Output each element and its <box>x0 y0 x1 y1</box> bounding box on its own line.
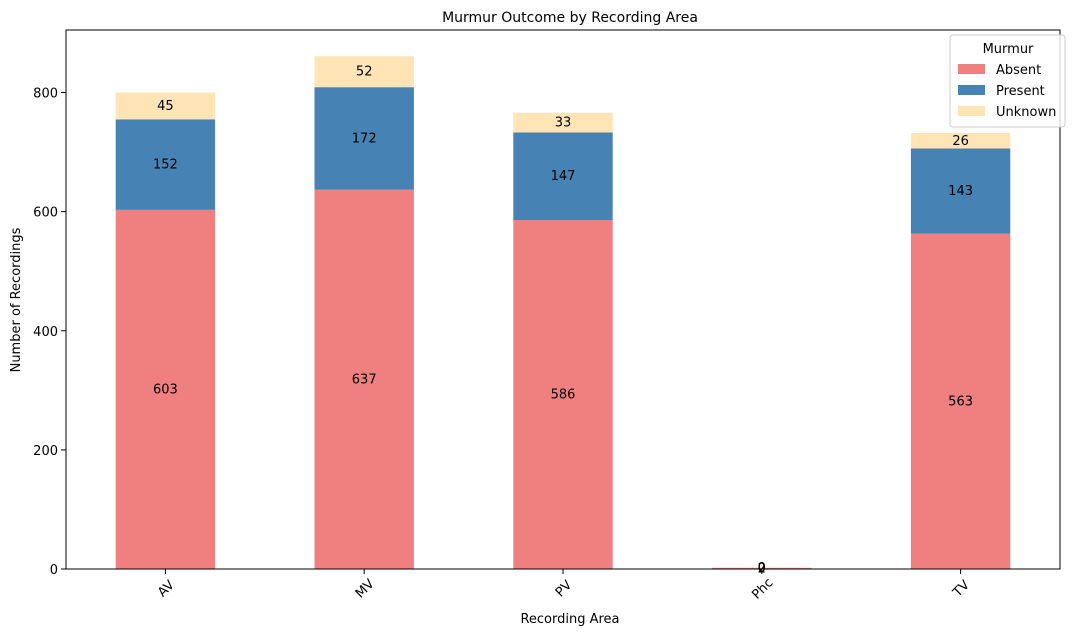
legend: Murmur Absent Present Unknown <box>949 34 1066 128</box>
chart-title: Murmur Outcome by Recording Area <box>442 10 698 26</box>
legend-swatch-absent <box>958 64 985 74</box>
data-label-mv-present: 172 <box>352 131 377 146</box>
bar-av-absent <box>115 209 216 570</box>
y-axis-label: Number of Recordings <box>9 227 24 372</box>
data-label-av-present: 152 <box>153 158 178 173</box>
x-tick-label: AV <box>155 578 178 601</box>
bar-pv-absent <box>513 219 613 569</box>
data-label-mv-absent: 637 <box>352 372 377 387</box>
bar-tv-absent <box>910 233 1011 569</box>
data-label-tv-absent: 563 <box>948 394 973 409</box>
bar-phc-absent <box>712 567 812 569</box>
data-label-phc-present: 0 <box>758 561 766 576</box>
bar-av-unknown <box>115 92 216 120</box>
x-tick-label: PV <box>553 578 576 601</box>
legend-label-unknown: Unknown <box>996 105 1056 120</box>
data-label-av-absent: 603 <box>153 382 178 397</box>
data-label-pv-unknown: 33 <box>555 116 572 131</box>
bar-tv-present <box>910 148 1011 234</box>
legend-box <box>949 34 1066 128</box>
bar-tv-unknown <box>910 133 1011 149</box>
x-tick-label: TV <box>950 578 973 601</box>
bar-pv-present <box>513 132 613 220</box>
data-label-av-unknown: 45 <box>157 99 174 114</box>
bar-mv-present <box>314 87 414 190</box>
legend-title: Murmur <box>983 42 1034 57</box>
legend-swatch-unknown <box>958 106 985 116</box>
y-tick-label: 400 <box>33 325 58 340</box>
data-label-pv-absent: 586 <box>551 387 576 402</box>
x-tick-label: MV <box>353 577 378 602</box>
bar-av-present <box>115 119 216 210</box>
bar-mv-unknown <box>314 56 414 88</box>
x-axis-label: Recording Area <box>520 612 619 627</box>
x-tick-label: Phc <box>749 576 776 603</box>
bars-layer <box>115 56 1011 570</box>
legend-label-present: Present <box>996 84 1045 99</box>
legend-swatch-present <box>958 85 985 95</box>
y-tick-label: 600 <box>33 206 58 221</box>
data-label-tv-unknown: 26 <box>952 134 969 149</box>
x-axis: AV MV PV Phc TV <box>155 569 973 603</box>
bar-pv-unknown <box>513 112 613 133</box>
data-label-pv-present: 147 <box>551 169 576 184</box>
y-tick-label: 200 <box>33 444 58 459</box>
data-label-tv-present: 143 <box>948 184 973 199</box>
data-label-mv-unknown: 52 <box>356 65 373 80</box>
y-tick-label: 0 <box>50 563 58 578</box>
bar-mv-absent <box>314 189 414 569</box>
data-label-phc-unknown: 0 <box>758 561 766 576</box>
y-tick-label: 800 <box>33 87 58 102</box>
legend-label-absent: Absent <box>996 63 1041 78</box>
y-axis: 0 200 400 600 800 <box>33 87 66 578</box>
